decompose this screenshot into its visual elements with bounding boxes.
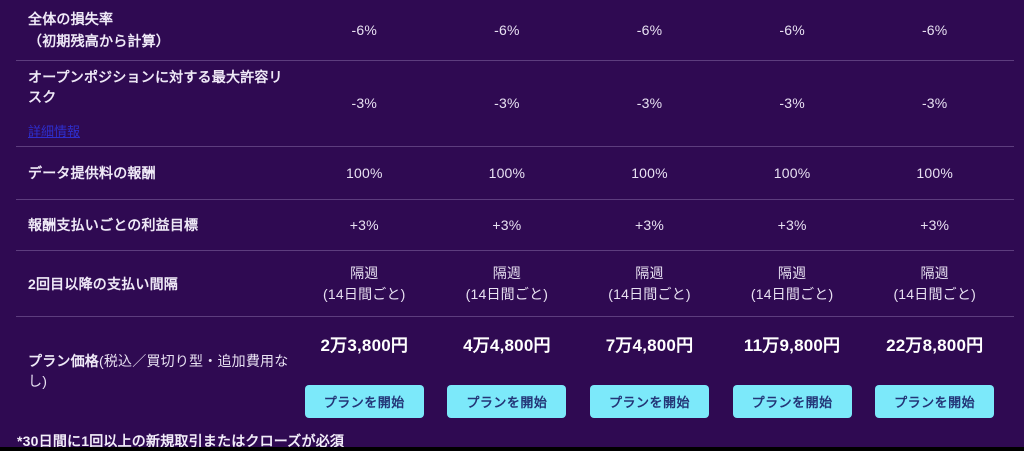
price-cell-plan5: 22万8,800円 プランを開始 [863,317,1006,425]
row-label-total-loss: 全体の損失率 （初期残高から計算） [28,11,170,49]
value-profit-target-plan5: +3% [920,216,950,233]
pricing-comparison-table: 全体の損失率 （初期残高から計算） -6% -6% -6% -6% -6% オー… [16,0,1014,425]
details-link[interactable]: 詳細情報 [28,124,81,139]
start-plan-button-2[interactable]: プランを開始 [447,385,567,418]
footnote: *30日間に1回以上の新規取引またはクローズが必須 [17,433,345,449]
value-open-risk-plan2: -3% [494,95,520,111]
price-cell-plan4: 11万9,800円 プランを開始 [721,317,864,425]
value-total-loss-plan5: -6% [921,21,948,38]
table-row-data-fee-reward: データ提供料の報酬 100% 100% 100% 100% 100% [16,147,1014,200]
value-payout-interval-plan1: 隔週 (14日間ごと) [323,264,406,302]
row-label-payout-interval: 2回目以降の支払い間隔 [28,275,178,292]
price-cell-plan1: 2万3,800円 プランを開始 [293,317,436,425]
start-plan-button-1[interactable]: プランを開始 [304,385,424,418]
plan-price-note: (税込／買切り型・追加費用なし) [28,353,289,389]
value-profit-target-plan3: +3% [634,216,664,233]
value-total-loss-plan2: -6% [494,21,520,38]
value-data-fee-plan3: 100% [631,164,668,181]
table-row-profit-target: 報酬支払いごとの利益目標 +3% +3% +3% +3% +3% [16,200,1014,251]
value-data-fee-plan2: 100% [488,164,526,181]
price-plan1: 2万3,800円 [320,336,409,355]
row-label-profit-target: 報酬支払いごとの利益目標 [28,217,199,233]
price-plan4: 11万9,800円 [743,336,841,355]
value-payout-interval-plan2: 隔週 (14日間ごと) [465,264,549,302]
row-label-text: オープンポジションに対する最大許容リスク [28,69,283,105]
row-label-plan-price: プラン価格(税込／買切り型・追加費用なし) [16,351,293,391]
value-profit-target-plan1: +3% [349,216,379,233]
value-data-fee-plan5: 100% [916,164,953,181]
value-payout-interval-plan4: 隔週 (14日間ごと) [750,264,834,302]
value-profit-target-plan4: +3% [777,216,807,233]
price-plan2: 4万4,800円 [463,336,551,355]
table-row-plan-price: プラン価格(税込／買切り型・追加費用なし) 2万3,800円 プランを開始 4万… [16,317,1014,425]
row-label-open-position-risk: オープンポジションに対する最大許容リスク 詳細情報 [16,67,293,140]
value-payout-interval-plan3: 隔週 (14日間ごと) [608,264,691,302]
value-open-risk-plan5: -3% [921,95,948,111]
row-label-data-fee-reward: データ提供料の報酬 [28,165,156,181]
value-open-risk-plan3: -3% [636,95,663,111]
start-plan-button-3[interactable]: プランを開始 [589,385,709,418]
table-row-total-loss: 全体の損失率 （初期残高から計算） -6% -6% -6% -6% -6% [16,0,1014,61]
price-cell-plan2: 4万4,800円 プランを開始 [436,317,579,425]
start-plan-button-4[interactable]: プランを開始 [732,385,852,418]
value-payout-interval-plan5: 隔週 (14日間ごと) [893,264,976,302]
value-total-loss-plan1: -6% [351,21,378,38]
value-open-risk-plan4: -3% [779,95,805,111]
price-plan3: 7万4,800円 [605,336,694,355]
value-open-risk-plan1: -3% [351,95,378,111]
value-profit-target-plan2: +3% [492,216,522,233]
table-row-open-position-risk: オープンポジションに対する最大許容リスク 詳細情報 -3% -3% -3% -3… [16,61,1014,147]
table-row-payout-interval: 2回目以降の支払い間隔 隔週 (14日間ごと) 隔週 (14日間ごと) 隔週 (… [16,251,1014,317]
start-plan-button-5[interactable]: プランを開始 [875,385,995,418]
price-cell-plan3: 7万4,800円 プランを開始 [578,317,721,425]
bottom-section-edge [0,447,1024,451]
value-data-fee-plan4: 100% [773,164,811,181]
value-total-loss-plan4: -6% [779,21,805,38]
value-total-loss-plan3: -6% [636,21,663,38]
plan-price-label: プラン価格 [28,353,99,369]
value-data-fee-plan1: 100% [345,164,383,181]
price-plan5: 22万8,800円 [886,336,984,355]
